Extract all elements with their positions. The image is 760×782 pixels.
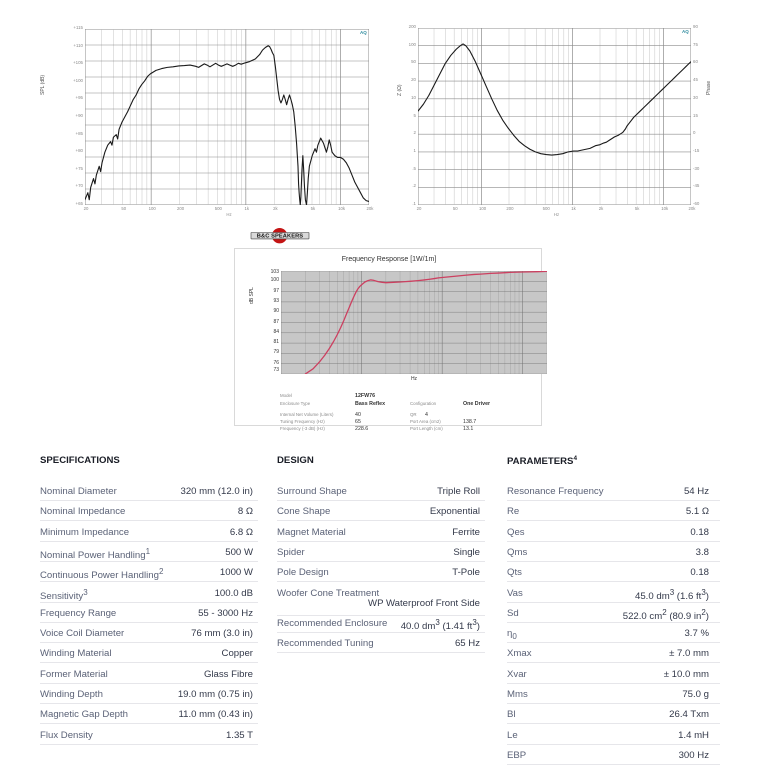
- svg-text:B&C SPEAKERS: B&C SPEAKERS: [257, 234, 303, 240]
